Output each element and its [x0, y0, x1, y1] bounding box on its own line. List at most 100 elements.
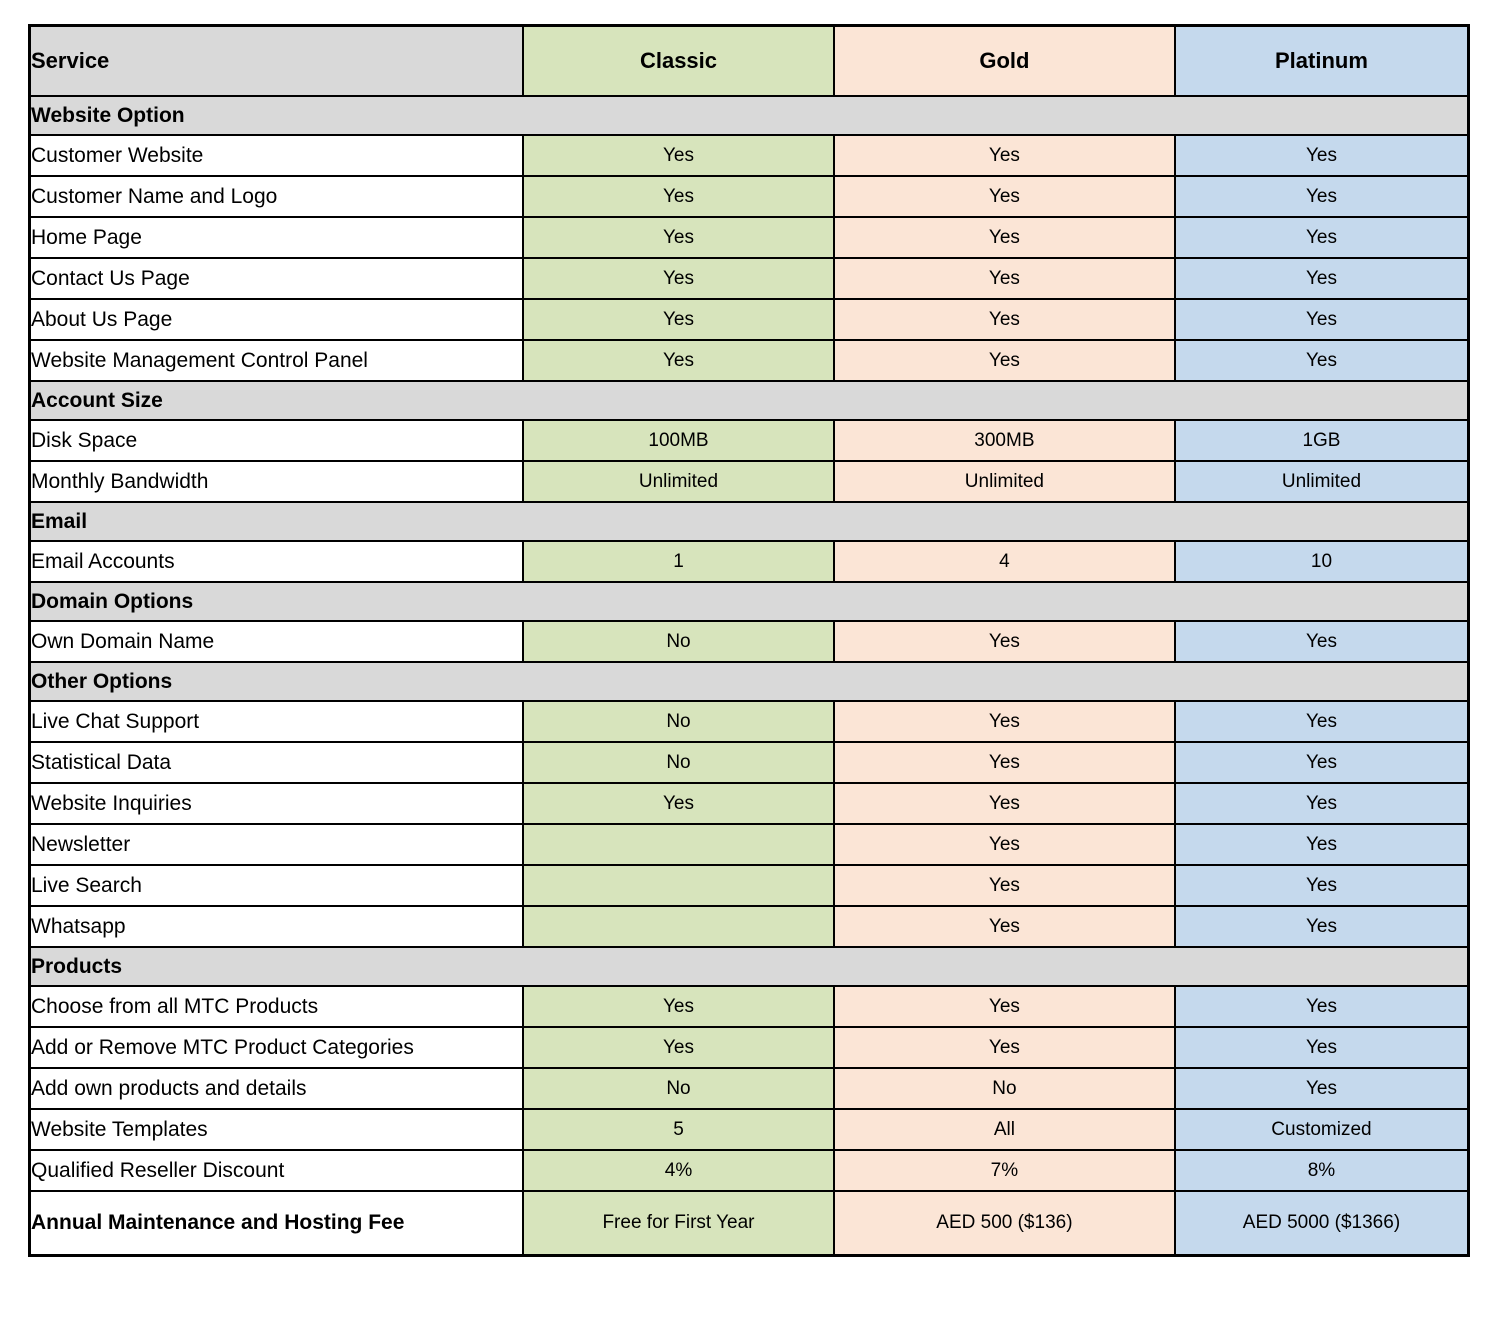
- cell-classic: [522, 905, 835, 948]
- cell-platinum: Yes: [1173, 298, 1470, 341]
- cell-platinum: Yes: [1173, 257, 1470, 300]
- cell-gold: Yes: [832, 1026, 1176, 1069]
- header-row: Service Classic Gold Platinum: [28, 24, 1470, 97]
- section-title: Account Size: [28, 380, 1470, 421]
- row-label: Website Inquiries: [28, 782, 525, 825]
- cell-gold: Yes: [832, 864, 1176, 907]
- cell-platinum: 10: [1173, 540, 1470, 583]
- cell-gold: Yes: [832, 823, 1176, 866]
- row-label: Add own products and details: [28, 1067, 525, 1110]
- table-row-about-us-page: About Us Page Yes Yes Yes: [28, 298, 1470, 341]
- row-label: Live Chat Support: [28, 700, 525, 743]
- cell-gold: Yes: [832, 134, 1176, 177]
- table-row-qualified-reseller-discount: Qualified Reseller Discount 4% 7% 8%: [28, 1149, 1470, 1192]
- cell-platinum: Yes: [1173, 216, 1470, 259]
- row-label: Customer Website: [28, 134, 525, 177]
- cell-platinum: 1GB: [1173, 419, 1470, 462]
- cell-gold: No: [832, 1067, 1176, 1110]
- cell-classic: [522, 823, 835, 866]
- row-label: Home Page: [28, 216, 525, 259]
- section-title: Other Options: [28, 661, 1470, 702]
- cell-platinum: Yes: [1173, 134, 1470, 177]
- cell-classic: Yes: [522, 339, 835, 382]
- cell-platinum: Yes: [1173, 1067, 1470, 1110]
- table-row-home-page: Home Page Yes Yes Yes: [28, 216, 1470, 259]
- row-label: Annual Maintenance and Hosting Fee: [28, 1190, 525, 1257]
- section-header-row-website-option: Website Option: [28, 95, 1470, 136]
- cell-classic: Yes: [522, 134, 835, 177]
- table-row-contact-us-page: Contact Us Page Yes Yes Yes: [28, 257, 1470, 300]
- cell-gold: Yes: [832, 741, 1176, 784]
- cell-classic: Yes: [522, 216, 835, 259]
- cell-platinum: Yes: [1173, 823, 1470, 866]
- cell-platinum: Yes: [1173, 741, 1470, 784]
- cell-gold: Yes: [832, 175, 1176, 218]
- table-row-email-accounts: Email Accounts 1 4 10: [28, 540, 1470, 583]
- section-header-row-email: Email: [28, 501, 1470, 542]
- table-row-website-inquiries: Website Inquiries Yes Yes Yes: [28, 782, 1470, 825]
- column-header-gold: Gold: [832, 24, 1176, 97]
- cell-platinum: Yes: [1173, 620, 1470, 663]
- cell-platinum: Yes: [1173, 782, 1470, 825]
- cell-classic: Yes: [522, 985, 835, 1028]
- row-label: Qualified Reseller Discount: [28, 1149, 525, 1192]
- cell-classic: No: [522, 1067, 835, 1110]
- section-header-row-products: Products: [28, 946, 1470, 987]
- cell-platinum: 8%: [1173, 1149, 1470, 1192]
- cell-classic: Yes: [522, 298, 835, 341]
- table-row-add-own-products-and-details: Add own products and details No No Yes: [28, 1067, 1470, 1110]
- cell-classic: Yes: [522, 175, 835, 218]
- row-label: Whatsapp: [28, 905, 525, 948]
- cell-classic: No: [522, 700, 835, 743]
- cell-classic: No: [522, 620, 835, 663]
- cell-platinum: Customized: [1173, 1108, 1470, 1151]
- table-row-customer-website: Customer Website Yes Yes Yes: [28, 134, 1470, 177]
- cell-gold: AED 500 ($136): [832, 1190, 1176, 1257]
- cell-gold: Unlimited: [832, 460, 1176, 503]
- column-header-service: Service: [28, 24, 525, 97]
- cell-platinum: AED 5000 ($1366): [1173, 1190, 1470, 1257]
- row-label: Contact Us Page: [28, 257, 525, 300]
- cell-gold: 300MB: [832, 419, 1176, 462]
- cell-classic: No: [522, 741, 835, 784]
- table-row-website-templates: Website Templates 5 All Customized: [28, 1108, 1470, 1151]
- row-label: Email Accounts: [28, 540, 525, 583]
- table-row-own-domain-name: Own Domain Name No Yes Yes: [28, 620, 1470, 663]
- column-header-platinum: Platinum: [1173, 24, 1470, 97]
- table-row-add-or-remove-mtc-product-categories: Add or Remove MTC Product Categories Yes Y…: [28, 1026, 1470, 1069]
- pricing-comparison-table: Service Classic Gold Platinum Website Option…: [28, 24, 1470, 1257]
- cell-gold: Yes: [832, 257, 1176, 300]
- row-label: About Us Page: [28, 298, 525, 341]
- cell-platinum: Unlimited: [1173, 460, 1470, 503]
- row-label: Disk Space: [28, 419, 525, 462]
- section-header-row-other-options: Other Options: [28, 661, 1470, 702]
- table-row-disk-space: Disk Space 100MB 300MB 1GB: [28, 419, 1470, 462]
- row-label: Monthly Bandwidth: [28, 460, 525, 503]
- table-row-newsletter: Newsletter Yes Yes: [28, 823, 1470, 866]
- table-row-website-management-control-panel: Website Management Control Panel Yes Yes Ye…: [28, 339, 1470, 382]
- cell-classic: Unlimited: [522, 460, 835, 503]
- row-label: Add or Remove MTC Product Categories: [28, 1026, 525, 1069]
- section-title: Domain Options: [28, 581, 1470, 622]
- cell-platinum: Yes: [1173, 905, 1470, 948]
- row-label: Own Domain Name: [28, 620, 525, 663]
- cell-classic: Yes: [522, 1026, 835, 1069]
- cell-classic: Yes: [522, 782, 835, 825]
- cell-gold: Yes: [832, 620, 1176, 663]
- cell-gold: Yes: [832, 782, 1176, 825]
- row-label: Choose from all MTC Products: [28, 985, 525, 1028]
- row-label: Newsletter: [28, 823, 525, 866]
- column-header-classic: Classic: [522, 24, 835, 97]
- cell-gold: Yes: [832, 905, 1176, 948]
- cell-platinum: Yes: [1173, 700, 1470, 743]
- cell-gold: 7%: [832, 1149, 1176, 1192]
- row-label: Website Management Control Panel: [28, 339, 525, 382]
- cell-classic: [522, 864, 835, 907]
- cell-platinum: Yes: [1173, 175, 1470, 218]
- table-row-live-chat-support: Live Chat Support No Yes Yes: [28, 700, 1470, 743]
- cell-gold: Yes: [832, 339, 1176, 382]
- table-row-annual-maintenance-and-hosting-fee: Annual Maintenance and Hosting Fee Free f…: [28, 1190, 1470, 1257]
- cell-classic: Free for First Year: [522, 1190, 835, 1257]
- cell-classic: 4%: [522, 1149, 835, 1192]
